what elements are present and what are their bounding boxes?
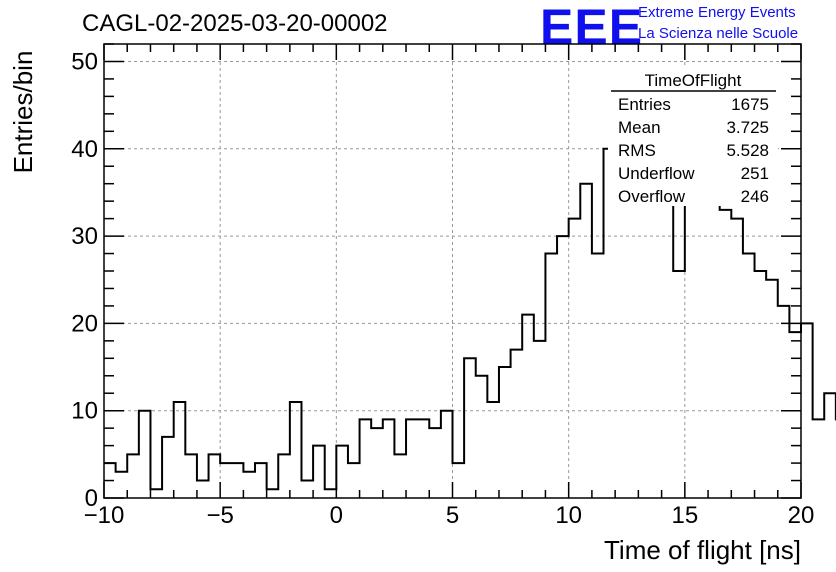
x-axis-label: Time of flight [ns] — [604, 535, 801, 565]
logo-tagline-1: Extreme Energy Events — [638, 4, 796, 21]
x-tick-label: 20 — [788, 502, 815, 529]
stats-row-value: 3.725 — [726, 118, 769, 137]
stats-row-label: Overflow — [618, 187, 686, 206]
stats-row-label: Mean — [618, 118, 661, 137]
chart-title: CAGL-02-2025-03-20-00002 — [82, 10, 388, 37]
x-tick-label: 0 — [330, 502, 343, 529]
tick-labels: −10 −5 0 5 10 15 20 0 10 20 30 40 50 — [71, 48, 814, 529]
x-tick-label: 15 — [671, 502, 698, 529]
y-tick-label: 10 — [71, 398, 98, 425]
x-tick-label: −10 — [84, 502, 125, 529]
stats-row-value: 1675 — [731, 95, 769, 114]
axis-ticks — [103, 43, 802, 499]
stats-row-label: RMS — [618, 141, 656, 160]
stats-row-value: 5.528 — [726, 141, 769, 160]
x-tick-label: −5 — [206, 502, 233, 529]
stats-name: TimeOfFlight — [645, 71, 742, 90]
logo-tagline-2: La Scienza nelle Scuole — [638, 25, 799, 42]
stats-row-label: Entries — [618, 95, 671, 114]
y-tick-label: 30 — [71, 223, 98, 250]
x-tick-label: 10 — [555, 502, 582, 529]
y-tick-label: 20 — [71, 310, 98, 337]
stats-box: TimeOfFlight Entries 1675 Mean 3.725 RMS 5.52… — [608, 66, 778, 206]
stats-row-label: Underflow — [618, 164, 695, 183]
y-tick-label: 50 — [71, 48, 98, 75]
y-tick-label: 40 — [71, 136, 98, 163]
y-axis-label: Entries/bin — [8, 51, 38, 174]
plot-frame — [103, 43, 802, 499]
stats-row-value: 246 — [741, 187, 769, 206]
y-tick-label: 0 — [85, 485, 98, 512]
x-tick-label: 5 — [446, 502, 459, 529]
stats-row-value: 251 — [741, 164, 769, 183]
